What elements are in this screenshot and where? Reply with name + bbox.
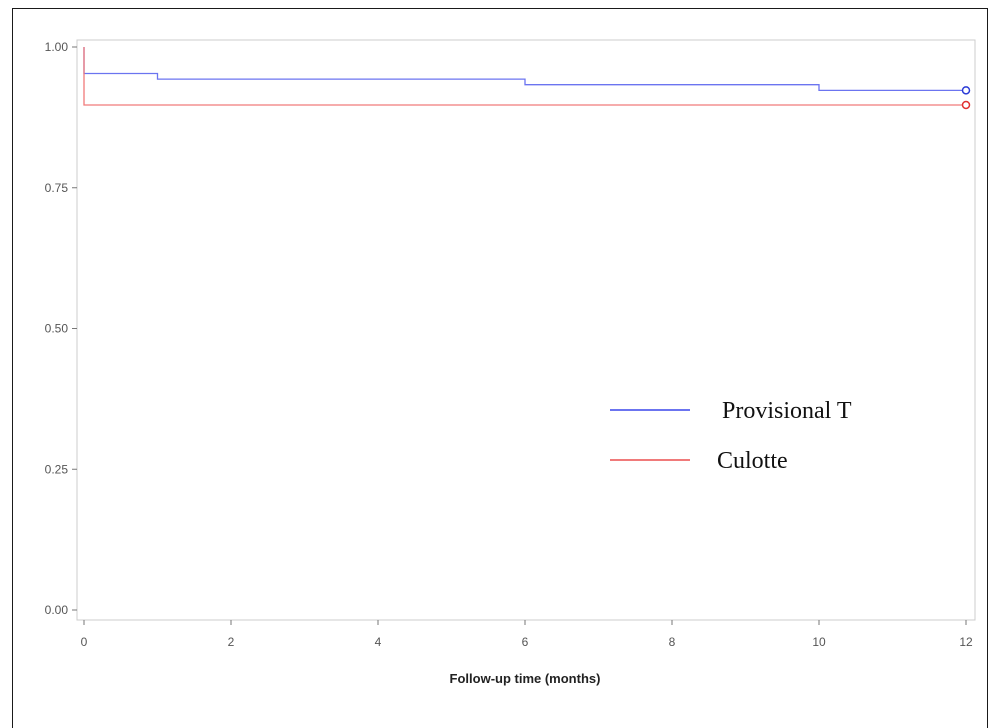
x-axis: 0 2 4 6 8 10 12	[81, 620, 973, 649]
x-tick-label: 12	[959, 635, 973, 649]
km-chart: 0.00 0.25 0.50 0.75 1.00 0 2 4 6 8 10 12 Follow-up…	[45, 39, 976, 686]
legend: Provisional T Culotte	[610, 398, 852, 474]
x-tick-label: 10	[812, 635, 826, 649]
y-tick-label: 0.25	[45, 462, 69, 476]
y-tick-label: 0.50	[45, 322, 69, 336]
x-tick-label: 2	[228, 635, 235, 649]
censor-marker	[961, 100, 971, 110]
x-tick-label: 6	[522, 635, 529, 649]
x-axis-title: Follow-up time (months)	[450, 671, 601, 686]
x-tick-label: 4	[375, 635, 382, 649]
y-tick-label: 0.75	[45, 181, 69, 195]
series-layer	[83, 47, 971, 110]
x-tick-label: 0	[81, 635, 88, 649]
legend-label: Culotte	[717, 448, 788, 474]
series-line-provisional-t	[83, 47, 966, 92]
figure-frame	[12, 8, 988, 728]
series-line-culotte	[83, 47, 966, 106]
censor-marker	[961, 86, 971, 95]
y-axis: 0.00 0.25 0.50 0.75 1.00	[45, 40, 77, 617]
y-tick-label: 1.00	[45, 40, 69, 54]
legend-label: Provisional T	[722, 398, 852, 424]
x-tick-label: 8	[669, 635, 676, 649]
y-tick-label: 0.00	[45, 603, 69, 617]
plot-area	[76, 39, 976, 621]
